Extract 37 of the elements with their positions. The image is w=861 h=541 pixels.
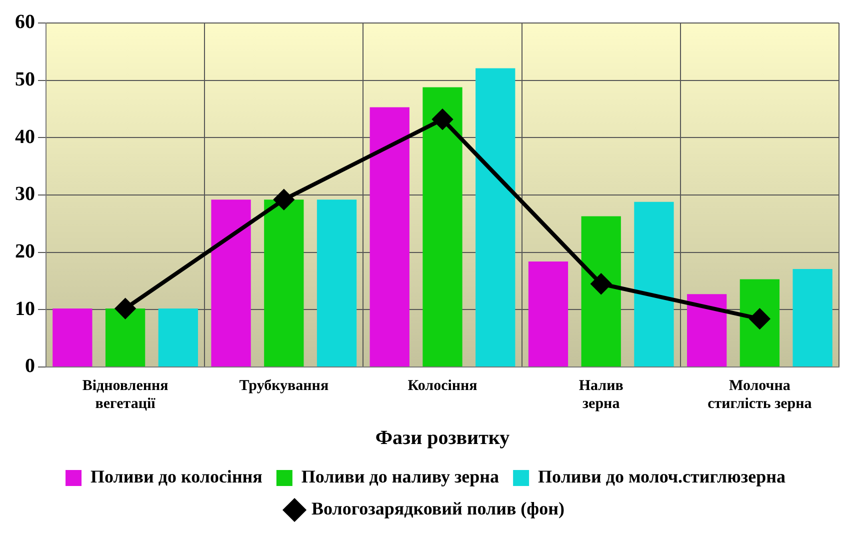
y-tick-label: 20 <box>15 240 35 263</box>
legend-label: Поливи до наливу зерна <box>301 466 500 487</box>
bar <box>264 200 304 366</box>
x-tick-label: Трубкування <box>239 378 329 394</box>
bar <box>634 202 674 366</box>
bar <box>370 107 410 366</box>
y-tick-label: 0 <box>25 355 35 378</box>
point <box>432 109 452 130</box>
bar <box>105 308 146 366</box>
x-tick-label: Налив зерна <box>578 378 624 412</box>
x-tick-label: Молочна стиглість зерна <box>708 378 812 412</box>
bar <box>422 87 462 366</box>
bar <box>211 200 251 366</box>
y-tick-label: 10 <box>15 298 35 320</box>
point <box>274 190 294 210</box>
bar <box>158 308 198 366</box>
y-tick-label: 30 <box>15 183 35 206</box>
legend-label: Поливи до молоч.стиглюзерна <box>538 466 786 487</box>
bar <box>581 216 621 366</box>
legend-label: Вологозарядковий полив (фон) <box>312 498 564 519</box>
point <box>115 298 136 319</box>
point <box>750 308 770 329</box>
x-axis-title: Фази розвитку <box>375 427 510 450</box>
bar <box>52 308 92 366</box>
x-tick-label: Відновлення вегетації <box>82 378 168 412</box>
bar <box>316 200 357 366</box>
y-tick-label: 40 <box>15 126 35 148</box>
legend-label: Поливи до колосіння <box>90 466 263 487</box>
y-tick-label: 60 <box>15 11 35 34</box>
x-tick-label: Колосіння <box>408 378 478 394</box>
bar <box>792 268 832 366</box>
bar <box>528 262 568 366</box>
y-tick-label: 50 <box>15 68 35 91</box>
bar <box>476 68 516 366</box>
bar <box>740 279 780 366</box>
point <box>591 274 612 294</box>
bar <box>687 294 727 366</box>
